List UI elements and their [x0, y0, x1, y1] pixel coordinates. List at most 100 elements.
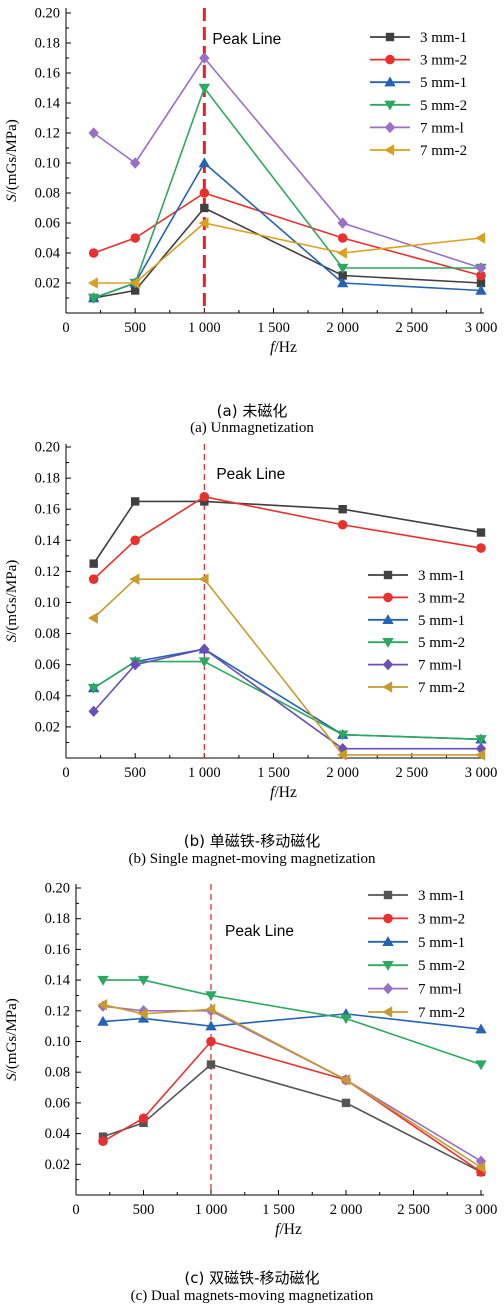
chart1-data-point — [337, 233, 348, 243]
chart1-data-point — [198, 217, 209, 229]
chart1-data-point — [199, 52, 210, 64]
caption-c-cn: (c) 双磁铁-移动磁化 — [184, 1269, 320, 1287]
chart3-y-tick-label: 0.16 — [45, 942, 70, 958]
chart2-data-point — [336, 749, 347, 761]
chart1-y-tick-label: 0.20 — [35, 6, 60, 22]
chart1-data-point — [336, 263, 349, 274]
chart2-y-tick-label: 0.06 — [35, 657, 60, 673]
chart1-x-tick-label: 2 500 — [396, 320, 429, 336]
chart1-y-tick-label: 0.04 — [35, 246, 61, 262]
chart2-y-tick-label: 0.20 — [35, 440, 60, 456]
chart1-y-tick-label: 0.12 — [35, 126, 60, 142]
chart1-data-point — [130, 233, 140, 243]
chart2-x-axis-label: f/Hz — [270, 784, 297, 801]
chart2-data-point — [475, 749, 486, 761]
chart2-legend-label: 3 mm-1 — [418, 568, 465, 584]
chart2-legend-marker — [383, 592, 393, 603]
caption-a-en: (a) Unmagnetization — [190, 420, 314, 436]
chart2-y-tick-label: 0.16 — [35, 502, 60, 518]
chart3-x-axis-label: f/Hz — [275, 1221, 302, 1238]
chart3-legend: 3 mm-1 3 mm-2 5 mm-1 5 mm-2 7 mm-l 7 mm-2 — [368, 888, 465, 1021]
chart2-legend-marker — [382, 638, 394, 648]
chart3-x-tick-label: 1 500 — [262, 1202, 295, 1218]
chart1-data-point — [130, 286, 140, 295]
chart3-series-line — [102, 1040, 482, 1173]
caption-a-cn: (a) 未磁化 — [216, 402, 288, 420]
chart3-peak-line-label: Peak Line — [225, 923, 294, 940]
chart1-y-tick-label: 0.14 — [35, 96, 61, 112]
chart3-data-point — [138, 1113, 149, 1124]
chart1-legend-marker — [384, 121, 396, 134]
chart1-data-point — [198, 83, 211, 94]
chart1-data-point — [88, 127, 99, 139]
chart1-x-tick-label: 2 000 — [326, 320, 359, 336]
chart3-data-point — [475, 1060, 487, 1071]
chart2-data-point — [88, 705, 99, 718]
chart2-legend: 3 mm-1 3 mm-2 5 mm-1 5 mm-2 7 mm-l 7 mm-2 — [368, 568, 465, 696]
chart3-data-point — [137, 975, 150, 986]
chart3-y-tick-label: 0.10 — [45, 1034, 70, 1050]
chart3-x-tick-label: 3 000 — [465, 1202, 498, 1218]
chart3-y-tick-label: 0.06 — [45, 1095, 70, 1111]
chart1-series-line — [93, 161, 482, 299]
chart1-y-tick-label: 0.18 — [35, 36, 60, 52]
chart2-x-tick-label: 1 500 — [257, 765, 290, 781]
chart1-x-tick-label: 1 500 — [257, 320, 290, 336]
chart2-data-point — [199, 491, 210, 502]
chart2-series-line — [93, 500, 482, 565]
chart3-data-point — [205, 1020, 217, 1031]
chart3-y-tick-label: 0.02 — [45, 1157, 70, 1173]
chart1-legend-marker — [384, 144, 395, 156]
chart3-series-line — [102, 1005, 482, 1162]
chart3-legend-label: 7 mm-2 — [418, 1005, 465, 1021]
chart1-data-point — [475, 232, 486, 244]
chart2-y-axis-label: S/(mGs/MPa) — [4, 560, 20, 643]
chart3-data-point — [98, 1136, 108, 1147]
chart1-peak-line-label: Peak Line — [212, 31, 281, 48]
chart1-y-tick-label: 0.10 — [35, 156, 60, 172]
chart2-legend-label: 7 mm-2 — [418, 680, 465, 696]
chart3-legend-label: 5 mm-2 — [418, 958, 465, 974]
chart1-x-tick-label: 500 — [124, 320, 146, 336]
chart2-y-tick-label: 0.08 — [35, 626, 60, 642]
chart2-peak-line-label: Peak Line — [216, 466, 285, 483]
chart3-legend-label: 3 mm-2 — [418, 911, 465, 927]
chart3-x-tick-label: 2 500 — [397, 1202, 430, 1218]
chart1-data-point — [87, 277, 98, 289]
chart3-x-tick-label: 2 000 — [330, 1202, 363, 1218]
caption-c-en: (c) Dual magnets-moving magnetization — [130, 1288, 374, 1304]
chart1-legend: 3 mm-1 3 mm-2 5 mm-1 5 mm-2 7 mm-l 7 mm-2 — [370, 30, 467, 159]
chart2-data-point — [88, 574, 99, 584]
chart2-data-point — [87, 612, 98, 624]
chart3-y-tick-label: 0.14 — [45, 973, 71, 989]
chart1-series-5 — [88, 52, 487, 274]
chart2-data-point — [89, 559, 98, 568]
chart3-legend-label: 7 mm-l — [418, 982, 462, 998]
chart2-legend-label: 5 mm-2 — [418, 635, 465, 651]
chart3-data-point — [475, 1023, 487, 1034]
chart1-data-point — [198, 157, 211, 168]
chart1-legend-label: 5 mm-2 — [420, 98, 467, 114]
chart2-y-tick-label: 0.02 — [35, 719, 60, 735]
chart3-series-6 — [97, 998, 486, 1174]
chart1-series-2 — [88, 188, 486, 281]
chart2-legend-marker — [382, 614, 394, 624]
chart3-data-point — [206, 1036, 216, 1047]
chart-panel-a: 0.02 0.04 0.06 0.08 0.10 0.12 0.14 0.16 0.18 0.20… — [0, 0, 504, 440]
chart1-data-point — [199, 188, 210, 198]
chart2-x-tick-label: 3 000 — [465, 765, 498, 781]
caption-b-en: (b) Single magnet-moving magnetization — [128, 851, 376, 867]
chart2-y-tick-label: 0.12 — [35, 564, 60, 580]
chart-c-svg: 0.02 0.04 0.06 0.08 0.10 0.12 0.14 0.16 0.18 0.20… — [4, 881, 498, 1239]
chart1-legend-label: 7 mm-l — [420, 120, 464, 136]
chart2-legend-marker — [382, 681, 393, 693]
chart2-series-line — [93, 495, 482, 580]
chart1-data-point — [476, 278, 486, 288]
chart3-x-tick-label: 1 000 — [195, 1202, 228, 1218]
chart3-series-4 — [97, 975, 487, 1071]
chart2-x-tick-label: 2 500 — [396, 765, 429, 781]
chart3-series-5 — [97, 1000, 487, 1167]
chart2-data-point — [338, 505, 347, 514]
chart1-legend-marker — [385, 54, 395, 65]
chart1-y-axis-label: S/(mGs/MPa) — [4, 119, 20, 202]
